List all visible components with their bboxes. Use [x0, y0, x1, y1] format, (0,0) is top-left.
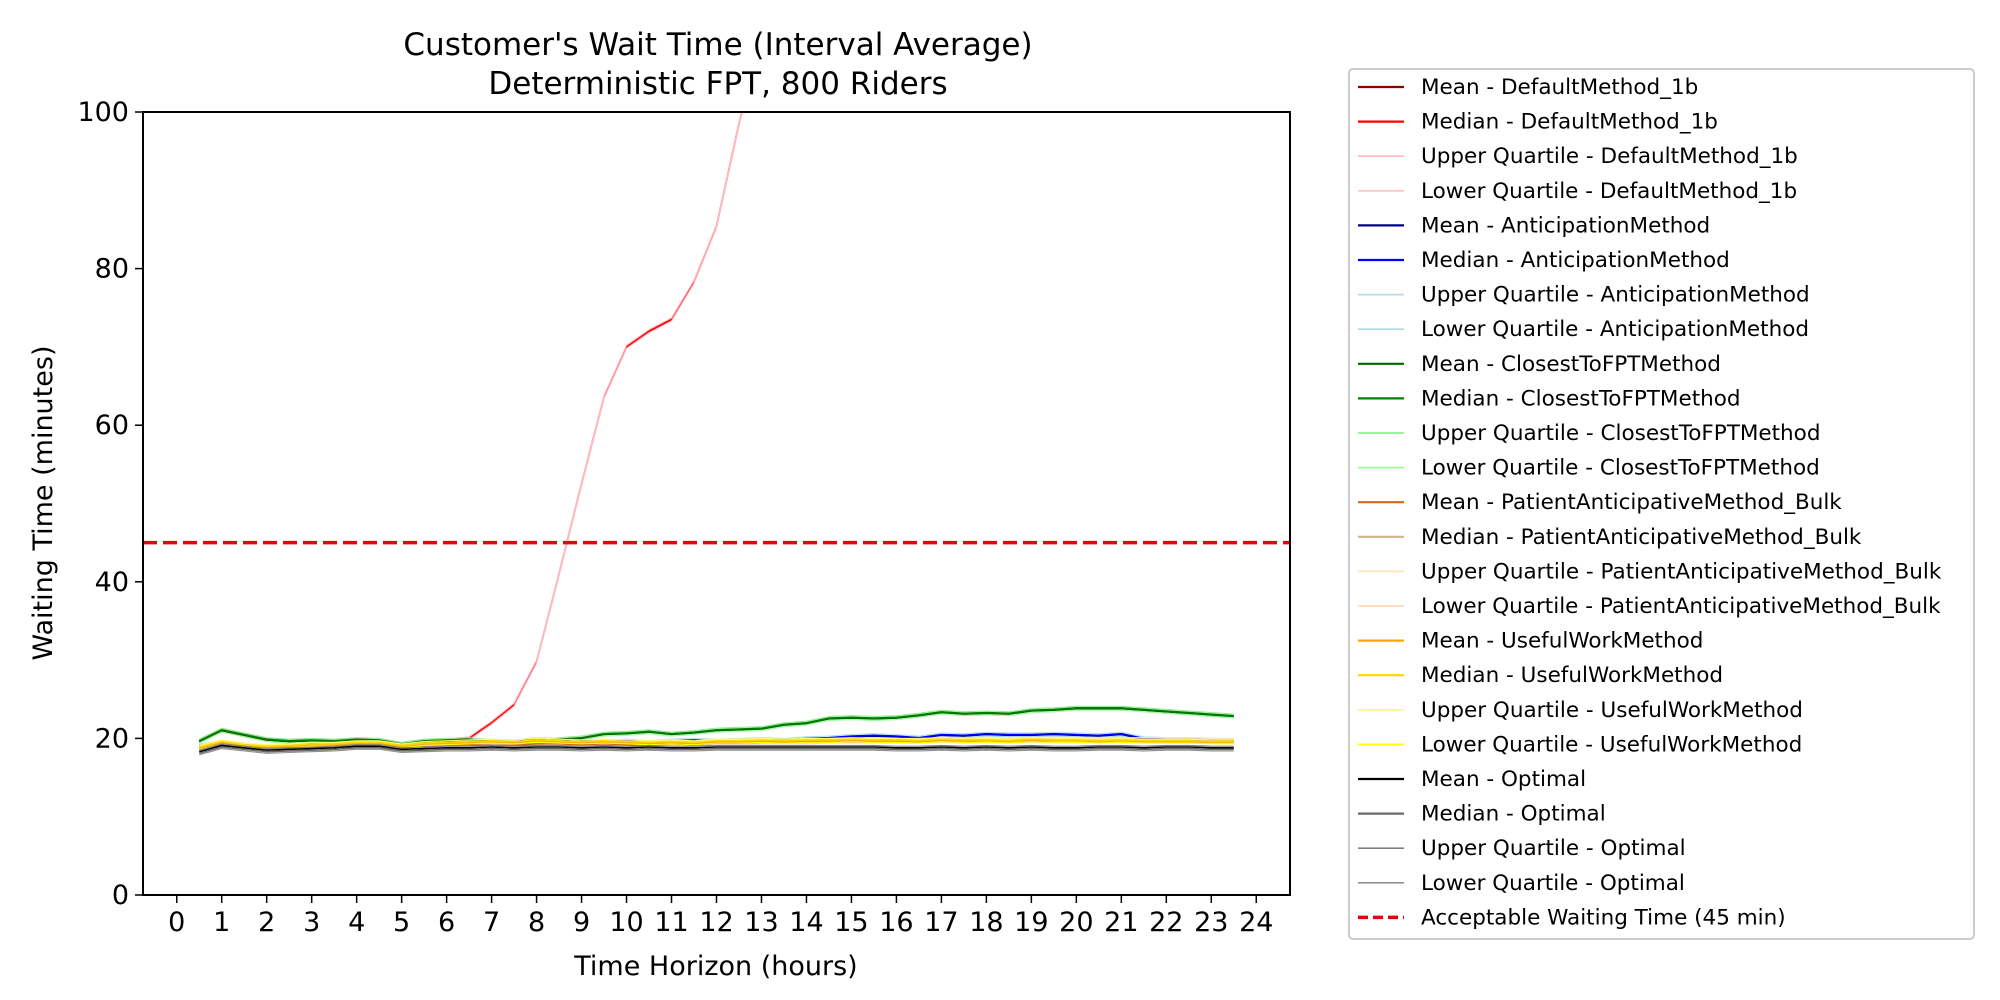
series-line-20 — [199, 744, 1234, 753]
legend-label: Lower Quartile - AnticipationMethod — [1421, 317, 1809, 342]
y-tick-label: 80 — [95, 254, 129, 285]
x-tick-label: 2 — [258, 907, 275, 938]
legend-label: Upper Quartile - UsefulWorkMethod — [1421, 698, 1803, 723]
legend-label: Median - PatientAnticipativeMethod_Bulk — [1421, 525, 1862, 550]
series-line-10 — [198, 705, 1234, 743]
y-tick-label: 40 — [95, 567, 129, 598]
x-tick-label: 18 — [969, 907, 1003, 938]
series-line-18 — [199, 737, 1234, 746]
x-tick-label: 12 — [699, 907, 733, 938]
legend-label: Mean - ClosestToFPTMethod — [1421, 352, 1721, 377]
x-tick-label: 5 — [393, 907, 410, 938]
x-tick-label: 16 — [879, 907, 913, 938]
x-tick-label: 0 — [168, 907, 185, 938]
y-tick-label: 60 — [95, 410, 129, 441]
x-tick-label: 7 — [483, 907, 500, 938]
legend-label: Lower Quartile - Optimal — [1421, 871, 1685, 896]
legend-label: Upper Quartile - Optimal — [1421, 836, 1686, 861]
x-tick-label: 14 — [789, 907, 823, 938]
legend-label: Upper Quartile - PatientAnticipativeMeth… — [1421, 559, 1942, 584]
x-tick-label: 19 — [1014, 907, 1048, 938]
legend-label: Median - DefaultMethod_1b — [1421, 110, 1718, 135]
legend-label: Mean - PatientAnticipativeMethod_Bulk — [1421, 490, 1842, 515]
y-tick-label: 20 — [95, 723, 129, 754]
x-tick-label: 17 — [924, 907, 958, 938]
x-tick-label: 3 — [303, 907, 320, 938]
legend-label: Lower Quartile - PatientAnticipativeMeth… — [1421, 594, 1941, 619]
x-tick-label: 21 — [1104, 907, 1138, 938]
legend-label: Mean - DefaultMethod_1b — [1421, 75, 1698, 100]
legend-label: Upper Quartile - ClosestToFPTMethod — [1421, 421, 1820, 446]
y-axis-label: Waiting Time (minutes) — [28, 346, 59, 661]
series-layer — [198, 112, 1234, 756]
x-tick-label: 13 — [744, 907, 778, 938]
legend-label: Mean - AnticipationMethod — [1421, 213, 1710, 238]
x-tick-label: 1 — [213, 907, 230, 938]
legend-frame — [1348, 68, 1975, 940]
legend-label: Median - UsefulWorkMethod — [1421, 663, 1723, 688]
x-tick-label: 23 — [1194, 907, 1228, 938]
x-tick-label: 6 — [438, 907, 455, 938]
x-tick-label: 24 — [1239, 907, 1273, 938]
plot-area — [143, 112, 1290, 895]
legend-label: Upper Quartile - DefaultMethod_1b — [1421, 144, 1798, 169]
x-tick-label: 22 — [1149, 907, 1183, 938]
y-axis: 0 20 40 60 80 100 — [77, 97, 143, 911]
chart-subtitle: Deterministic FPT, 800 Riders — [488, 66, 947, 102]
series-line-23 — [199, 748, 1234, 756]
chart-title: Customer's Wait Time (Interval Average) — [403, 27, 1032, 63]
x-tick-label: 15 — [834, 907, 868, 938]
y-tick-label: 100 — [77, 97, 129, 128]
legend-label: Median - AnticipationMethod — [1421, 248, 1730, 273]
legend-label: Median - ClosestToFPTMethod — [1421, 386, 1741, 411]
series-line-22 — [199, 743, 1234, 751]
legend-label: Mean - Optimal — [1421, 767, 1586, 792]
legend: Mean - DefaultMethod_1b Median - DefaultM… — [1348, 68, 1975, 940]
y-tick-label: 0 — [112, 880, 129, 911]
x-tick-label: 10 — [609, 907, 643, 938]
legend-label: Mean - UsefulWorkMethod — [1421, 629, 1703, 654]
series-line-17 — [199, 738, 1234, 748]
legend-label: Lower Quartile - ClosestToFPTMethod — [1421, 456, 1820, 481]
series-line-9 — [198, 707, 1234, 745]
x-tick-label: 20 — [1059, 907, 1093, 938]
legend-label: Lower Quartile - UsefulWorkMethod — [1421, 732, 1802, 757]
legend-label: Acceptable Waiting Time (45 min) — [1421, 905, 1786, 930]
legend-label: Upper Quartile - AnticipationMethod — [1421, 283, 1810, 308]
legend-label: Lower Quartile - DefaultMethod_1b — [1421, 179, 1797, 204]
x-tick-label: 9 — [573, 907, 590, 938]
legend-label: Median - Optimal — [1421, 802, 1606, 827]
x-tick-label: 4 — [348, 907, 365, 938]
x-axis: 0 1 2 3 4 5 6 7 8 9 10 11 12 13 14 15 16 17 18 19 20 21 22 23 24 — [168, 895, 1273, 938]
series-line-21 — [199, 746, 1234, 755]
x-axis-label: Time Horizon (hours) — [573, 951, 857, 982]
x-tick-label: 11 — [654, 907, 688, 938]
x-tick-label: 8 — [528, 907, 545, 938]
